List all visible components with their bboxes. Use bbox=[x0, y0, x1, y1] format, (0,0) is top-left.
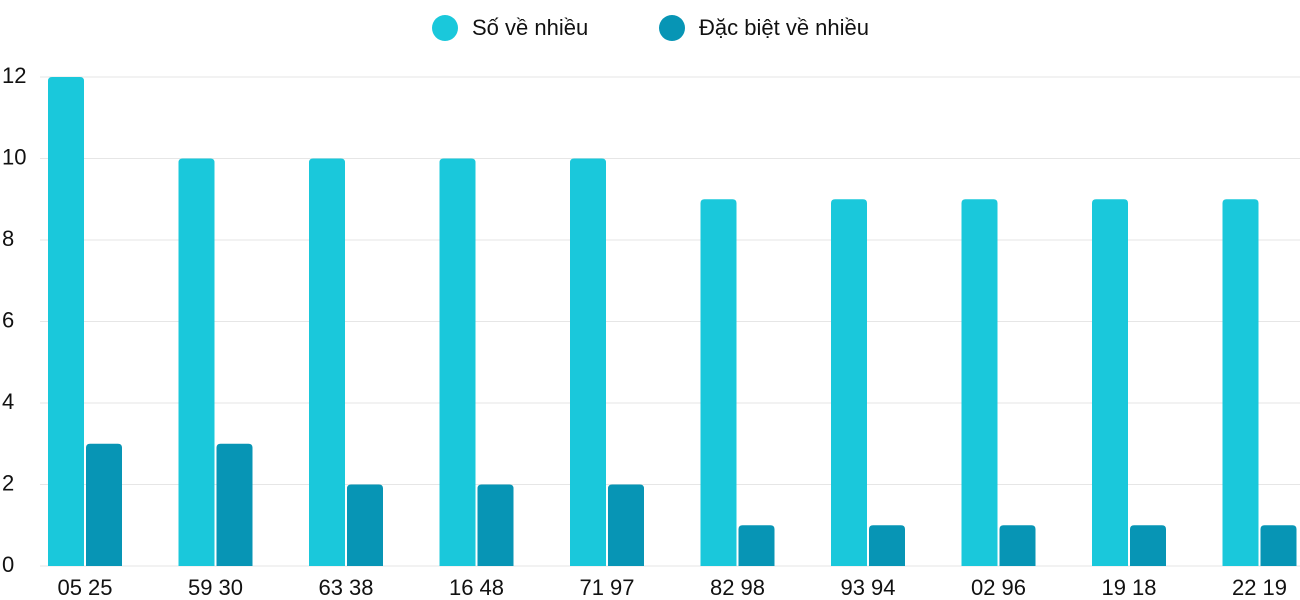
bar bbox=[86, 443, 122, 566]
bar bbox=[831, 199, 867, 566]
y-tick-label: 0 bbox=[2, 552, 14, 577]
bar bbox=[608, 484, 644, 566]
bar bbox=[347, 484, 383, 566]
x-tick-label: 22 19 bbox=[1232, 575, 1287, 600]
x-tick-label: 19 18 bbox=[1101, 575, 1156, 600]
y-tick-label: 6 bbox=[2, 307, 14, 332]
x-tick-label: 16 48 bbox=[449, 575, 504, 600]
y-tick-label: 4 bbox=[2, 389, 14, 414]
x-tick-label: 59 30 bbox=[188, 575, 243, 600]
x-tick-label: 71 97 bbox=[579, 575, 634, 600]
y-tick-label: 12 bbox=[2, 63, 26, 88]
legend-swatch bbox=[432, 15, 458, 41]
y-tick-label: 10 bbox=[2, 144, 26, 169]
bar bbox=[309, 158, 345, 566]
legend-label: Đặc biệt về nhiều bbox=[699, 15, 869, 40]
x-tick-label: 93 94 bbox=[840, 575, 895, 600]
bar bbox=[216, 443, 253, 566]
bar bbox=[1130, 525, 1166, 566]
x-tick-label: 63 38 bbox=[318, 575, 373, 600]
bar bbox=[999, 525, 1036, 566]
bar bbox=[1260, 525, 1297, 566]
bar bbox=[1222, 199, 1259, 566]
x-tick-label: 82 98 bbox=[710, 575, 765, 600]
bar bbox=[961, 199, 998, 566]
bar bbox=[439, 158, 476, 566]
x-tick-label: 02 96 bbox=[971, 575, 1026, 600]
bar bbox=[178, 158, 215, 566]
legend-label: Số về nhiều bbox=[472, 15, 588, 40]
bar bbox=[869, 525, 905, 566]
bar bbox=[1092, 199, 1128, 566]
bar bbox=[477, 484, 514, 566]
legend-swatch bbox=[659, 15, 685, 41]
y-tick-label: 8 bbox=[2, 226, 14, 251]
x-tick-label: 05 25 bbox=[57, 575, 112, 600]
bar bbox=[570, 158, 606, 566]
bar bbox=[738, 525, 775, 566]
y-tick-label: 2 bbox=[2, 470, 14, 495]
bar bbox=[700, 199, 737, 566]
bar bbox=[48, 77, 84, 566]
